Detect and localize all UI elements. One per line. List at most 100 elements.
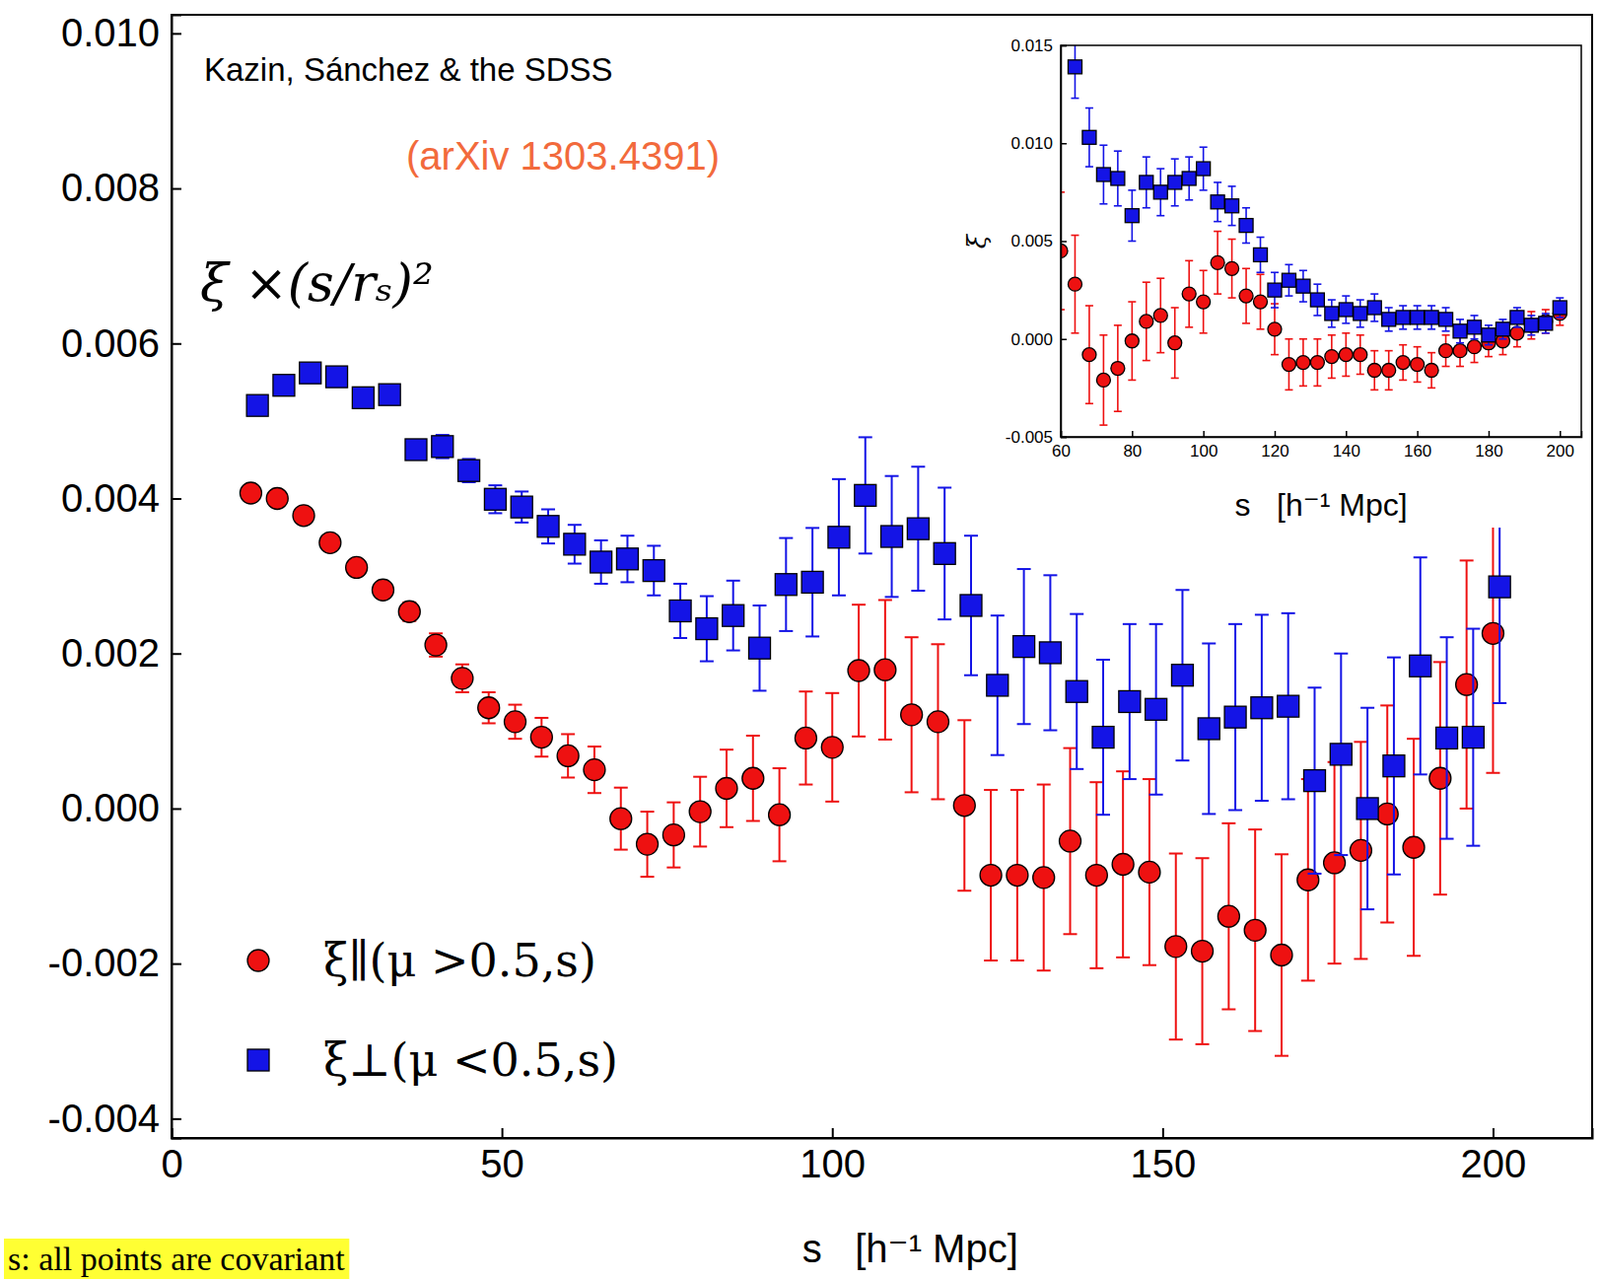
error-bar-cap [560, 775, 575, 778]
tick-label: 160 [1403, 441, 1432, 461]
error-bar-cap [1069, 613, 1084, 616]
error-bar-cap [753, 604, 767, 607]
error-bar-cap [904, 790, 919, 793]
inset-texts: ξs [h⁻¹ Mpc] [962, 232, 1408, 523]
error-bar-cap [1213, 230, 1222, 233]
error-bar-cap [1460, 807, 1474, 810]
tick: 100 [1189, 430, 1218, 461]
error-bar-cap [1099, 143, 1108, 146]
error-bar-cap [957, 718, 972, 721]
error-bar-cap [930, 797, 945, 800]
data-point [1552, 300, 1567, 315]
error-bar-cap [1248, 1030, 1262, 1033]
error-bar-cap [1527, 314, 1535, 317]
error-bar-cap [1085, 304, 1094, 307]
error-bar-cap [1427, 351, 1436, 354]
error-bar-cap [1175, 759, 1189, 762]
data-point [1112, 853, 1134, 876]
error-bar-cap [1484, 355, 1493, 358]
error-bar-cap [1492, 701, 1507, 704]
plot-area [1060, 45, 1567, 425]
data-point [351, 386, 374, 409]
data-point [1082, 130, 1097, 144]
tick: -0.002 [48, 940, 182, 984]
data-point [346, 556, 368, 578]
error-bar-cap [1555, 296, 1564, 299]
data-point [1310, 292, 1324, 307]
tick-label: 140 [1332, 441, 1361, 461]
error-bar-cap [1433, 893, 1448, 896]
error-bar-cap [673, 636, 688, 639]
error-bar-cap [719, 826, 734, 829]
error-bar-cap [1299, 385, 1308, 388]
data-point [1244, 918, 1266, 941]
error-bar-cap [1113, 149, 1122, 152]
error-bar-cap [1440, 635, 1455, 638]
error-bar-cap [1254, 613, 1269, 616]
error-bar-cap [726, 649, 741, 652]
error-bar-cap [1070, 332, 1079, 335]
data-point [583, 759, 606, 781]
data-point [1353, 347, 1368, 362]
error-bar-cap [885, 595, 900, 598]
error-bar-cap [1284, 264, 1293, 267]
tick-mark [1416, 430, 1419, 437]
error-bar-cap [1333, 652, 1348, 655]
data-point [1409, 654, 1432, 677]
error-bar-cap [1465, 627, 1480, 630]
error-bar-cap [1156, 351, 1165, 354]
data-point [1524, 318, 1538, 333]
data-point [979, 864, 1002, 887]
error-bar-cap [614, 848, 628, 851]
error-bar-cap [1142, 280, 1151, 283]
tick: 180 [1474, 430, 1503, 461]
error-bar-cap [1470, 338, 1479, 341]
error-bar-cap [514, 521, 529, 524]
error-bar-cap [560, 732, 575, 735]
tick-mark [832, 1127, 835, 1138]
error-bar-cap [1199, 189, 1208, 192]
error-bar-cap [904, 635, 919, 638]
error-bar-cap [1370, 349, 1379, 352]
error-bar-cap [1089, 967, 1104, 970]
error-bar-cap [726, 579, 741, 582]
error-bar-cap [832, 478, 846, 481]
tick-label: 0.004 [61, 476, 160, 520]
error-bar-cap [1169, 852, 1183, 855]
data-point [424, 633, 447, 656]
tick-label: 0.000 [61, 785, 160, 830]
legend-label: ξ∥(μ >0.5,s) [323, 933, 597, 987]
error-bar-cap [1513, 346, 1522, 348]
data-point [504, 710, 527, 733]
error-bar-cap [1498, 338, 1507, 341]
error-bar-cap [1274, 852, 1289, 855]
error-bar-cap [1213, 292, 1222, 295]
tick: 0.000 [1010, 330, 1067, 349]
error-bar-cap [1413, 346, 1422, 348]
data-point [794, 726, 817, 749]
data-point [1281, 273, 1296, 287]
data-point [1196, 294, 1211, 309]
data-point [1085, 864, 1108, 887]
error-bar-cap [1398, 379, 1407, 382]
error-bar-cap [1313, 385, 1322, 388]
error-bar-cap [1085, 107, 1094, 110]
error-bar-cap [1299, 338, 1308, 341]
error-bar-cap [1070, 234, 1079, 237]
data-point [431, 435, 454, 458]
error-bar-cap [1299, 269, 1308, 272]
data-point [1139, 314, 1154, 329]
data-point [1488, 575, 1511, 598]
tick: 160 [1403, 430, 1432, 461]
error-bar-cap [666, 801, 681, 804]
error-bar-cap [1242, 322, 1251, 325]
tick: 150 [1129, 1127, 1196, 1185]
tick-label: 0.005 [1010, 231, 1053, 251]
tick-label: 0.015 [1010, 36, 1053, 56]
data-point [266, 487, 288, 510]
error-bar-cap [1201, 641, 1216, 644]
error-bar-cap [1096, 813, 1111, 816]
error-bar-cap [646, 594, 661, 597]
tick: 0.010 [1010, 134, 1067, 153]
tick: 140 [1332, 430, 1361, 461]
